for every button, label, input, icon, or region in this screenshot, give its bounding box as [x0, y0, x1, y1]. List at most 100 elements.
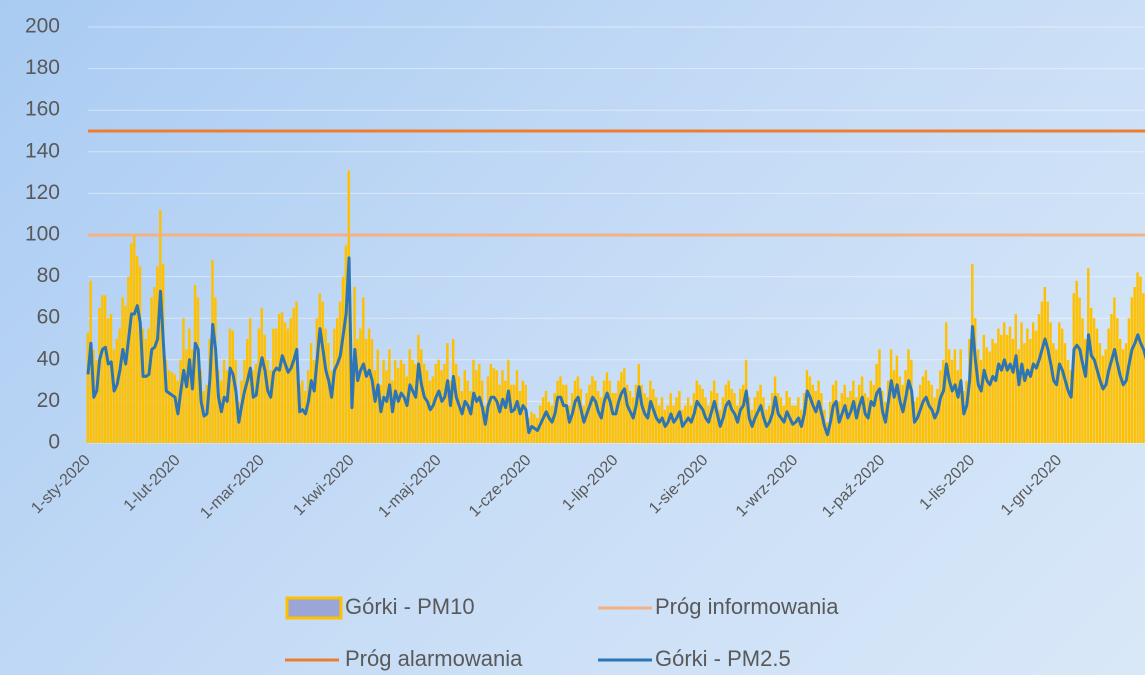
bar [846, 397, 849, 443]
bar [507, 359, 510, 443]
legend-label: Górki - PM10 [345, 594, 475, 619]
bar [1052, 343, 1055, 443]
bar [562, 384, 565, 443]
bar [1020, 322, 1023, 443]
bar [852, 380, 855, 443]
bar [246, 339, 249, 443]
bar [170, 372, 174, 443]
bar [312, 359, 316, 443]
bar [556, 380, 559, 443]
bar [422, 363, 426, 443]
bar [1110, 314, 1113, 443]
bar [512, 384, 516, 443]
bar [855, 397, 858, 443]
legend-label: Górki - PM2.5 [655, 646, 791, 671]
bar [147, 328, 150, 443]
bar [396, 368, 400, 443]
bar [1075, 280, 1078, 443]
bar [1031, 322, 1035, 443]
bar [504, 380, 507, 443]
bar [1139, 276, 1142, 443]
bar [849, 391, 852, 443]
bar [643, 393, 646, 443]
bar [672, 405, 675, 443]
bar [260, 307, 264, 443]
bar [596, 391, 600, 443]
bar [425, 370, 429, 443]
bar [712, 380, 716, 443]
bar [309, 343, 313, 443]
bar [1011, 339, 1015, 443]
bar [724, 384, 728, 443]
bar [475, 370, 478, 443]
x-tick-label: 1-lis-2020 [917, 452, 979, 514]
bar [756, 391, 759, 443]
bar [478, 363, 481, 443]
bar [736, 405, 739, 443]
bar [881, 391, 884, 443]
bar [698, 384, 701, 443]
bar [982, 334, 986, 443]
bar [550, 405, 554, 443]
bar [266, 359, 269, 443]
bar [1101, 355, 1105, 443]
bar [625, 384, 629, 443]
bar [947, 349, 951, 443]
bar [434, 363, 438, 443]
bar [727, 380, 730, 443]
bar [127, 276, 130, 443]
y-tick-label: 160 [25, 98, 60, 121]
bar [936, 388, 939, 443]
bar [106, 318, 110, 443]
bar [1043, 287, 1047, 443]
y-tick-label: 180 [25, 56, 60, 79]
bar [623, 368, 626, 443]
bar [741, 384, 745, 443]
bar [1081, 318, 1084, 443]
x-tick-label: 1-kwi-2020 [290, 452, 357, 519]
bar [1046, 301, 1049, 443]
bar [808, 376, 812, 443]
x-tick-label: 1-lip-2020 [559, 452, 621, 514]
bar [1124, 343, 1128, 443]
bar [1136, 272, 1139, 443]
bar [1014, 314, 1018, 443]
bar [275, 328, 278, 443]
bar [939, 370, 942, 443]
bar [132, 235, 136, 443]
bar [254, 363, 258, 443]
bar [599, 397, 603, 443]
bar [901, 384, 904, 443]
y-tick-label: 40 [37, 347, 60, 370]
bar [1017, 349, 1020, 443]
bar [495, 370, 498, 443]
bar [344, 245, 348, 443]
bar [976, 349, 980, 443]
bar [614, 393, 617, 443]
bar [263, 334, 266, 443]
bar [576, 376, 580, 443]
bar [927, 380, 931, 443]
bar [498, 384, 501, 443]
x-tick-label: 1-maj-2020 [375, 452, 444, 521]
bar [414, 363, 417, 443]
bar [518, 391, 522, 443]
bar [889, 349, 893, 443]
bar [617, 380, 620, 443]
bar [443, 363, 446, 443]
y-tick-label: 0 [48, 431, 60, 454]
bar [898, 376, 902, 443]
y-tick-label: 100 [25, 223, 60, 246]
bar [115, 339, 119, 443]
bar [1037, 314, 1041, 443]
bar [1092, 318, 1096, 443]
bar [1005, 334, 1009, 443]
bar [631, 397, 635, 443]
bar [1107, 328, 1110, 443]
bar [959, 349, 962, 443]
bar [811, 384, 815, 443]
bar [188, 328, 191, 443]
bar [979, 359, 983, 443]
bar [988, 351, 991, 443]
